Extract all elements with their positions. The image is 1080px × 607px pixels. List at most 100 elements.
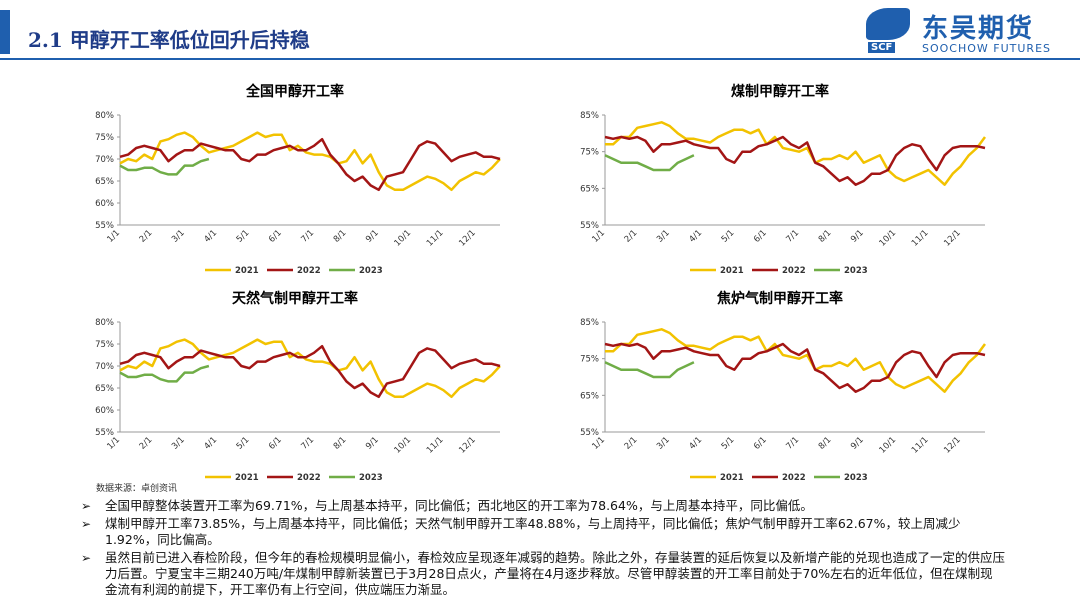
x-tick-label: 11/1 [425, 435, 446, 456]
x-tick-label: 7/1 [784, 435, 801, 452]
bullet: 煤制甲醇开工率73.85%，与上周基本持平，同比偏低；天然气制甲醇开工率48.8… [81, 516, 1005, 548]
corner-bar [0, 10, 10, 54]
x-tick-label: 8/1 [817, 228, 834, 245]
header-rule [0, 58, 1080, 60]
x-tick-label: 7/1 [299, 435, 316, 452]
x-tick-label: 3/1 [655, 435, 672, 452]
bullets: 全国甲醇整体装置开工率为69.71%，与上周基本持平，同比偏低；西北地区的开工率… [81, 498, 1005, 600]
x-tick-label: 5/1 [235, 435, 252, 452]
y-tick-label: 65% [95, 177, 114, 187]
x-tick-label: 4/1 [202, 435, 219, 452]
series-line [119, 131, 501, 192]
x-tick-label: 4/1 [202, 228, 219, 245]
logo-icon [866, 8, 910, 40]
x-tick-label: 2/1 [138, 435, 155, 452]
x-tick-label: 2/1 [138, 228, 155, 245]
legend-label: 2022 [782, 266, 806, 276]
y-tick-label: 65% [580, 391, 599, 401]
y-tick-label: 80% [95, 111, 114, 121]
x-tick-label: 8/1 [332, 435, 349, 452]
x-tick-label: 11/1 [910, 435, 931, 456]
legend-label: 2021 [235, 266, 259, 276]
bullet: 虽然目前已进入春检阶段，但今年的春检规模明显偏小，春检效应呈现逐年减弱的趋势。除… [81, 550, 1005, 598]
x-tick-label: 5/1 [235, 228, 252, 245]
legend-label: 2023 [844, 266, 868, 276]
x-tick-label: 11/1 [910, 228, 931, 249]
x-tick-label: 6/1 [752, 228, 769, 245]
legend-label: 2021 [720, 266, 744, 276]
x-tick-label: 7/1 [299, 228, 316, 245]
logo-cn: 东吴期货 [922, 14, 1035, 44]
legend-label: 2022 [297, 266, 321, 276]
x-tick-label: 3/1 [170, 228, 187, 245]
x-tick-label: 12/1 [457, 228, 478, 249]
bullet: 全国甲醇整体装置开工率为69.71%，与上周基本持平，同比偏低；西北地区的开工率… [81, 498, 1005, 514]
x-tick-label: 12/1 [942, 228, 963, 249]
chart-title: 全国甲醇开工率 [245, 83, 344, 100]
x-tick-label: 10/1 [393, 435, 414, 456]
series-line [119, 157, 210, 176]
y-tick-label: 70% [95, 362, 114, 372]
legend-label: 2022 [297, 473, 321, 483]
y-tick-label: 85% [580, 318, 599, 328]
series-line [119, 338, 501, 399]
x-tick-label: 4/1 [687, 228, 704, 245]
y-tick-label: 70% [95, 155, 114, 165]
x-tick-label: 10/1 [393, 228, 414, 249]
series-line [605, 328, 987, 393]
y-tick-label: 65% [580, 184, 599, 194]
y-tick-label: 55% [580, 428, 599, 438]
logo-mark: SCF [868, 42, 896, 53]
legend-label: 2022 [782, 473, 806, 483]
series-line [119, 344, 501, 399]
y-tick-label: 55% [95, 428, 114, 438]
chart-title: 煤制甲醇开工率 [731, 83, 829, 100]
series-line [604, 361, 695, 379]
x-tick-label: 8/1 [817, 435, 834, 452]
y-tick-label: 60% [95, 199, 114, 209]
chart-title: 天然气制甲醇开工率 [232, 290, 358, 307]
x-tick-label: 10/1 [878, 228, 899, 249]
x-tick-label: 11/1 [425, 228, 446, 249]
y-tick-label: 85% [580, 111, 599, 121]
y-tick-label: 60% [95, 406, 114, 416]
x-tick-label: 6/1 [267, 228, 284, 245]
x-tick-label: 6/1 [267, 435, 284, 452]
x-tick-label: 9/1 [849, 228, 866, 245]
legend-label: 2023 [844, 473, 868, 483]
x-tick-label: 5/1 [720, 435, 737, 452]
x-tick-label: 2/1 [623, 435, 640, 452]
series-line [605, 121, 987, 186]
x-tick-label: 3/1 [170, 435, 187, 452]
y-tick-label: 75% [580, 355, 599, 365]
x-tick-label: 4/1 [687, 435, 704, 452]
legend-label: 2023 [359, 473, 383, 483]
series-line [604, 342, 986, 393]
legend-label: 2021 [235, 473, 259, 483]
y-tick-label: 80% [95, 318, 114, 328]
legend-label: 2023 [359, 266, 383, 276]
series-line [119, 364, 210, 383]
x-tick-label: 3/1 [655, 228, 672, 245]
y-tick-label: 55% [580, 221, 599, 231]
x-tick-label: 2/1 [623, 228, 640, 245]
series-line [604, 135, 986, 186]
x-tick-label: 12/1 [457, 435, 478, 456]
x-tick-label: 7/1 [784, 228, 801, 245]
source: 数据来源：卓创资讯 [96, 484, 178, 494]
x-tick-label: 9/1 [364, 435, 381, 452]
x-tick-label: 6/1 [752, 435, 769, 452]
y-tick-label: 55% [95, 221, 114, 231]
series-line [119, 137, 501, 192]
legend-label: 2021 [720, 473, 744, 483]
x-tick-label: 8/1 [332, 228, 349, 245]
y-tick-label: 75% [580, 148, 599, 158]
slide-title: 2.1 甲醇开工率低位回升后持稳 [28, 28, 310, 52]
y-tick-label: 75% [95, 133, 114, 143]
series-line [604, 154, 695, 172]
x-tick-label: 5/1 [720, 228, 737, 245]
x-tick-label: 10/1 [878, 435, 899, 456]
y-tick-label: 65% [95, 384, 114, 394]
